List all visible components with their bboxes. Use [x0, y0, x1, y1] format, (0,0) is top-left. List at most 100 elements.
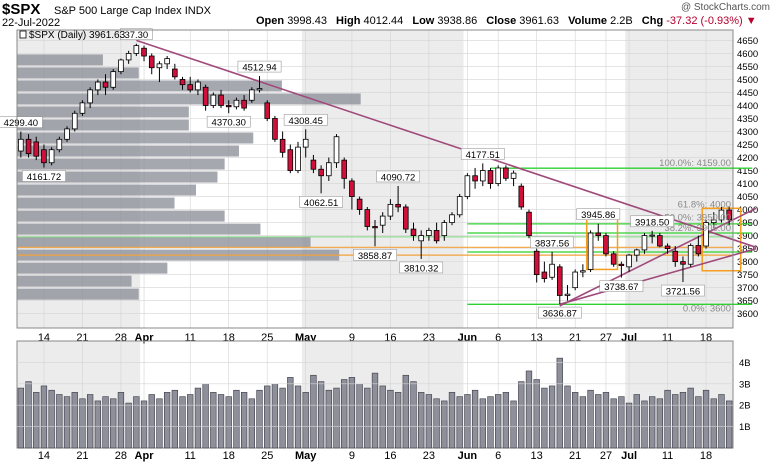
volume-bar: [679, 392, 687, 449]
price-annotation: 3721.56: [661, 284, 705, 298]
volume-bar: [672, 394, 679, 449]
candle-body: [641, 235, 648, 251]
date-tick-label: 9: [349, 450, 355, 462]
candle: [426, 227, 432, 241]
price-annotation-box: [283, 114, 328, 126]
candle-body: [156, 63, 163, 69]
candle: [356, 196, 363, 215]
candle-body: [64, 128, 70, 140]
volume-bar: [148, 394, 155, 449]
price-tick-label: 3600: [737, 309, 758, 320]
price-annotation-box: [661, 284, 705, 297]
volume-bar: [63, 396, 71, 449]
legend-candle-swatch: [19, 30, 27, 39]
price-annotation: 4062.51: [299, 196, 343, 209]
volume-bar: [602, 392, 610, 449]
volume-bar: [94, 400, 101, 449]
volume-bar: [518, 381, 525, 449]
date-tick-label: 9: [349, 332, 355, 344]
price-annotation-text: 37.30: [124, 30, 148, 41]
volume-by-price-bar: [17, 262, 168, 274]
candle-body: [703, 222, 709, 247]
candle: [87, 87, 93, 109]
candle-body: [618, 263, 625, 266]
candle: [472, 167, 478, 189]
candle: [233, 97, 240, 110]
candle: [633, 248, 640, 262]
candle: [603, 233, 609, 257]
candle-body: [249, 89, 255, 101]
date-tick-label: 23: [423, 450, 435, 462]
volume-bar: [125, 402, 132, 449]
volume-bar: [387, 389, 394, 449]
price-annotation-text: 4512.94: [242, 63, 276, 74]
volume-bar: [163, 392, 171, 449]
fib-level-label: 61.8%: 4000: [678, 200, 731, 211]
volume-tick-label: 1B: [739, 422, 751, 433]
volume-bar: [233, 389, 240, 449]
date-tick-label: 6: [495, 332, 501, 344]
volume-bar: [633, 394, 640, 449]
volume-bar: [156, 398, 163, 449]
volume-bar: [48, 389, 55, 449]
candle-body: [456, 196, 463, 216]
candle-body: [487, 170, 494, 184]
price-annotation-text: 3738.67: [604, 282, 638, 293]
candle: [256, 76, 263, 93]
candle: [718, 206, 725, 223]
volume-by-price-bar: [17, 80, 282, 92]
price-legend-text: $SPX (Daily) 3961.63: [29, 30, 126, 41]
candle: [449, 212, 455, 226]
volume-bar: [595, 394, 602, 449]
price-tick-label: 4600: [737, 49, 758, 60]
candle: [379, 212, 386, 234]
price-tick-label: 4450: [737, 88, 758, 99]
candle-body: [302, 138, 309, 148]
candle: [372, 219, 378, 247]
price-annotation-text: 4299.40: [4, 118, 38, 129]
price-annotation: 4177.51: [460, 148, 505, 161]
volume-bar: [418, 392, 425, 449]
price-tick-label: 4350: [737, 114, 758, 125]
volume-bar: [456, 396, 463, 449]
candle-body: [264, 102, 271, 119]
price-tick-label: 4000: [737, 205, 758, 216]
date-tick-label: 11: [662, 332, 673, 344]
date-tick-label: 6: [495, 450, 501, 462]
volume-bar: [487, 396, 494, 449]
candle: [495, 165, 501, 187]
candle: [33, 136, 40, 161]
candle: [333, 134, 340, 168]
candle-body: [195, 81, 201, 91]
volume-bar: [641, 400, 648, 449]
candle: [564, 285, 571, 301]
volume-bar: [194, 387, 202, 449]
volume-bar: [726, 400, 733, 449]
price-annotation-text: 3810.32: [404, 263, 438, 274]
volume-bar: [294, 385, 302, 449]
watermark: @ StockCharts.com: [680, 2, 770, 13]
volume-by-price-bar: [17, 210, 225, 222]
price-tick-label: 3700: [737, 283, 758, 294]
candle-body: [410, 228, 417, 237]
volume-bar: [625, 402, 633, 449]
candle-body: [564, 293, 571, 296]
volume-bar: [117, 392, 125, 449]
candle-body: [164, 58, 170, 65]
volume-bar: [564, 385, 571, 449]
price-tick-label: 3650: [737, 296, 758, 307]
volume-bar: [710, 398, 717, 449]
candle-body: [333, 136, 340, 164]
price-tick-label: 3900: [737, 231, 758, 242]
date-tick-label: 28: [115, 450, 127, 462]
candle: [310, 154, 317, 174]
price-annotation-text: 4177.51: [466, 150, 500, 161]
volume-bar: [133, 396, 140, 449]
price-annotation: 4370.30: [206, 115, 251, 129]
price-tick-label: 3800: [737, 257, 758, 268]
candle-body: [587, 232, 594, 270]
candle-body: [148, 55, 155, 69]
volume-bar: [240, 392, 248, 449]
candle-body: [364, 209, 371, 227]
volume-bar: [79, 398, 86, 449]
